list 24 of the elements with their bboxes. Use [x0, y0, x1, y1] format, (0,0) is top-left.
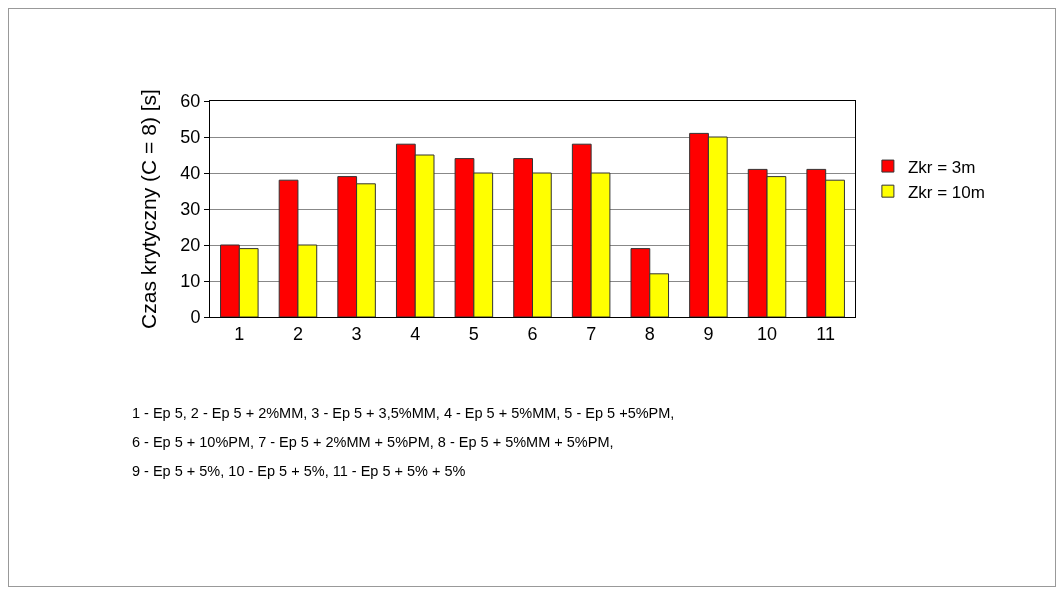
x-tick-label: 4: [410, 323, 421, 344]
y-tick-label: 20: [180, 235, 201, 256]
legend-label: Zkr = 10m: [907, 182, 985, 202]
y-tick-label: 40: [180, 163, 201, 184]
y-tick-label: 60: [180, 91, 201, 112]
text: 1 - Ep 5, 2 - Ep 5 + 2%MM, 3 - Ep 5 + 3,5%MM, 4 - Ep 5 + 5%MM, 5 - Ep 5 +5%PM,: [132, 405, 675, 421]
text: 9 - Ep 5 + 5%, 10 - Ep 5 + 5%, 11 - Ep 5 + 5% + 5%: [132, 463, 466, 479]
x-tick-label: 5: [468, 323, 479, 344]
x-tick-label: 8: [644, 323, 655, 344]
legend-label: Zkr = 3m: [907, 157, 976, 177]
y-tick-label: 0: [190, 307, 201, 328]
x-tick-label: 11: [816, 323, 836, 344]
y-axis-title: Czas krytyczny (C = 8) [s]: [136, 89, 160, 329]
x-tick-label: 3: [351, 323, 362, 344]
x-tick-label: 6: [527, 323, 538, 344]
x-tick-label: 10: [757, 323, 778, 344]
y-tick-label: 30: [180, 199, 201, 220]
x-tick-label: 2: [292, 323, 303, 344]
y-tick-label: 10: [180, 271, 201, 292]
x-tick-label: 1: [234, 323, 245, 344]
x-tick-label: 7: [586, 323, 597, 344]
x-tick-label: 9: [703, 323, 714, 344]
y-tick-label: 50: [180, 127, 201, 148]
text: 6 - Ep 5 + 10%PM, 7 - Ep 5 + 2%MM + 5%PM, 8 - Ep 5 + 5%MM + 5%PM,: [132, 434, 614, 450]
